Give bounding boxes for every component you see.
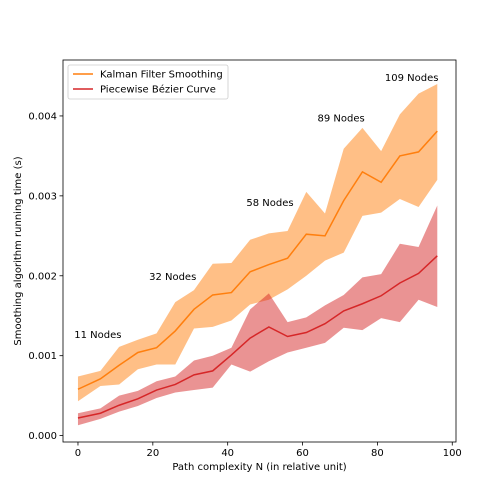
y-tick-label: 0.002 bbox=[28, 271, 57, 282]
x-tick-label: 20 bbox=[146, 448, 159, 459]
x-tick-label: 60 bbox=[296, 448, 309, 459]
confidence-bands bbox=[77, 83, 438, 426]
series-line-bezier bbox=[77, 255, 438, 419]
y-tick-label: 0.004 bbox=[28, 111, 57, 122]
legend-label: Kalman Filter Smoothing bbox=[100, 70, 223, 81]
node-count-annotation: 109 Nodes bbox=[385, 73, 439, 84]
legend-box bbox=[67, 64, 229, 100]
y-tick-label: 0.001 bbox=[28, 351, 57, 362]
plot-frame bbox=[62, 59, 457, 443]
series-line-kalman bbox=[77, 130, 438, 390]
x-tick-label: 80 bbox=[371, 448, 384, 459]
node-count-annotation: 89 Nodes bbox=[318, 114, 365, 125]
x-tick-label: 40 bbox=[221, 448, 234, 459]
confidence-band-bezier bbox=[77, 205, 438, 426]
x-axis-label: Path complexity N (in relative unit) bbox=[172, 462, 346, 473]
x-tick-label: 0 bbox=[75, 448, 81, 459]
legend-label: Piecewise Bézier Curve bbox=[100, 84, 216, 96]
legend: Kalman Filter Smoothing Piecewise Bézier … bbox=[67, 64, 229, 100]
x-axis-ticks: 0 20 40 60 80 100 bbox=[75, 442, 462, 459]
node-count-annotation: 58 Nodes bbox=[246, 198, 293, 209]
series-lines bbox=[77, 130, 438, 419]
x-tick-label: 100 bbox=[443, 448, 462, 459]
node-count-annotation: 11 Nodes bbox=[74, 330, 121, 341]
node-count-annotations: 11 Nodes 32 Nodes 58 Nodes 89 Nodes 109 Node… bbox=[74, 73, 438, 341]
y-tick-label: 0.000 bbox=[28, 431, 57, 442]
y-tick-label: 0.003 bbox=[28, 191, 57, 202]
y-axis-label: Smoothing algorithm running time (s) bbox=[13, 156, 24, 345]
y-axis-ticks: 0.000 0.001 0.002 0.003 0.004 bbox=[28, 111, 63, 442]
confidence-band-kalman bbox=[77, 83, 438, 402]
node-count-annotation: 32 Nodes bbox=[149, 272, 196, 283]
